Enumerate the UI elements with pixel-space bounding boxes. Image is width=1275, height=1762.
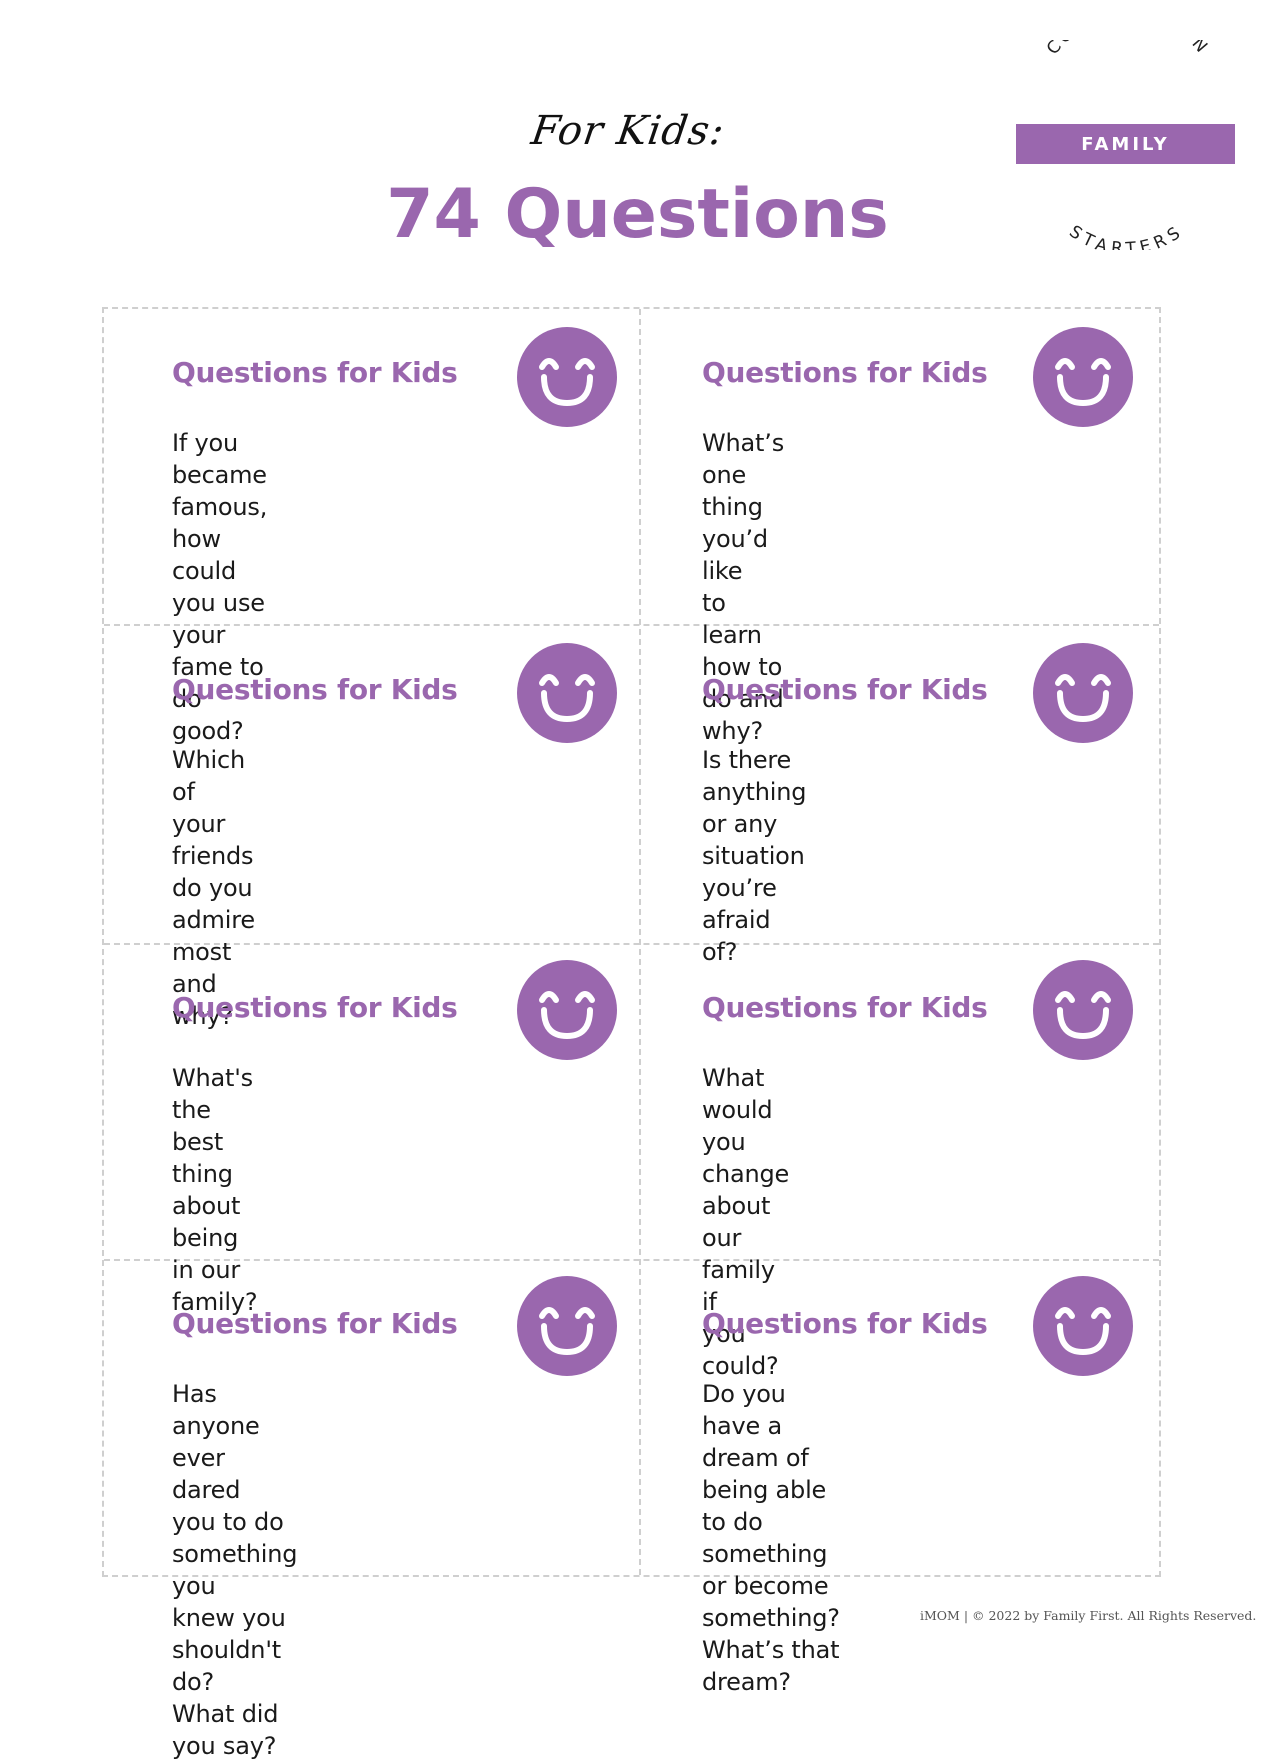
card-heading: Questions for Kids <box>702 1307 988 1340</box>
card-question: Do you have a dream of being able to do … <box>702 1380 840 1696</box>
card-question: Is there anything or any situation you’r… <box>702 746 807 966</box>
svg-text:STARTERS: STARTERS <box>1065 222 1186 250</box>
grid-divider <box>104 943 1159 945</box>
smiley-face-icon <box>517 327 617 427</box>
card-heading: Questions for Kids <box>702 673 988 706</box>
badge-label: FAMILY <box>1016 124 1235 164</box>
card-heading: Questions for Kids <box>702 991 988 1024</box>
smiley-face-icon <box>1033 643 1133 743</box>
card-question: Has anyone ever dared you to do somethin… <box>172 1380 298 1760</box>
card-heading: Questions for Kids <box>172 356 458 389</box>
card-question: Which of your friends do you admire most… <box>172 746 255 1030</box>
smiley-face-icon <box>517 643 617 743</box>
grid-divider <box>104 1259 1159 1261</box>
grid-divider <box>104 624 1159 626</box>
card-heading: Questions for Kids <box>172 673 458 706</box>
badge-bottom-arc: STARTERS <box>1065 222 1183 250</box>
card-question: If you became famous, how could you use … <box>172 429 268 745</box>
smiley-face-icon <box>1033 960 1133 1060</box>
card-heading: Questions for Kids <box>702 356 988 389</box>
card-question: What's the best thing about being in our… <box>172 1064 258 1316</box>
badge-top-arc: CONVERSATION <box>1043 40 1210 59</box>
card-question: What would you change about our family i… <box>702 1064 790 1380</box>
smiley-face-icon <box>1033 1276 1133 1376</box>
smiley-face-icon <box>517 960 617 1060</box>
conversation-starters-badge: CONVERSATION STARTERS FAMILY <box>1016 40 1236 250</box>
grid-divider <box>639 309 641 1575</box>
question-cards-grid <box>102 307 1161 1577</box>
smiley-face-icon <box>1033 327 1133 427</box>
svg-text:CONVERSATION: CONVERSATION <box>1043 40 1213 59</box>
card-question: What’s one thing you’d like to learn how… <box>702 429 784 745</box>
card-heading: Questions for Kids <box>172 991 458 1024</box>
smiley-face-icon <box>517 1276 617 1376</box>
copyright-footer: iMOM | © 2022 by Family First. All Right… <box>920 1608 1257 1623</box>
page-title: 74 Questions <box>386 175 889 254</box>
card-heading: Questions for Kids <box>172 1307 458 1340</box>
subtitle-script: For Kids: <box>528 108 728 154</box>
badge-arc-text: CONVERSATION STARTERS <box>1043 40 1213 250</box>
